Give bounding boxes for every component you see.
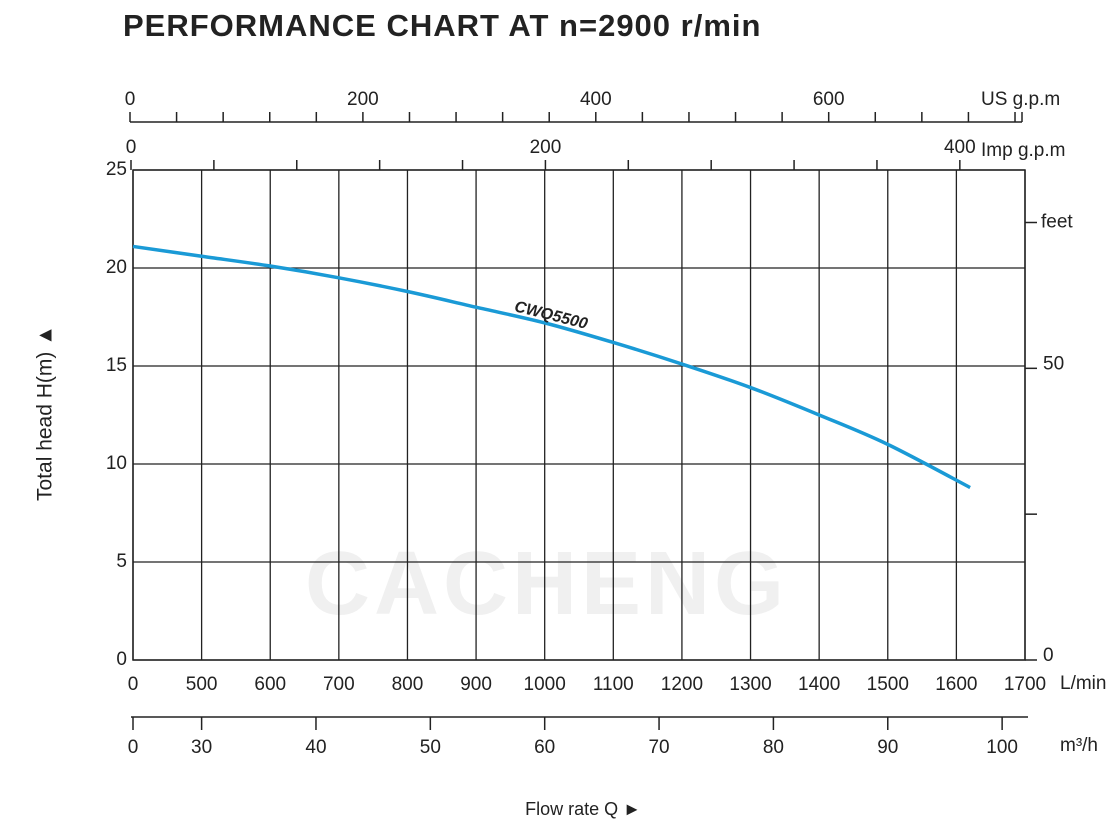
x-tick-label: 1500: [867, 674, 909, 695]
imp-unit: Imp g.p.m: [981, 140, 1065, 161]
x-tick-label: 500: [186, 674, 218, 695]
curve: [132, 244, 971, 490]
y2-tick-label: 0: [1043, 645, 1054, 666]
plot-frame: [132, 169, 1026, 661]
m3h-unit: m³/h: [1060, 735, 1098, 756]
y-tick-label: 0: [116, 649, 127, 670]
x-unit: L/min: [1060, 673, 1106, 694]
y-tick-label: 20: [106, 257, 127, 278]
us-tick-label: 400: [580, 89, 612, 110]
chart-title: PERFORMANCE CHART AT n=2900 r/min: [123, 8, 761, 43]
series-label: CWQ5500: [513, 298, 590, 333]
m3h-tick-label: 90: [877, 737, 898, 758]
x-tick-label: 700: [323, 674, 355, 695]
us-tick-label: 0: [125, 89, 136, 110]
x-tick-label: 1300: [729, 674, 771, 695]
m3h-tick-label: 80: [763, 737, 784, 758]
y-tick-label: 5: [116, 551, 127, 572]
us-tick-label: 600: [813, 89, 845, 110]
m3h-tick-label: 0: [128, 737, 139, 758]
us-unit: US g.p.m: [981, 89, 1060, 110]
m3h-tick-label: 40: [305, 737, 326, 758]
m3h-tick-label: 70: [648, 737, 669, 758]
x-tick-label: 1200: [661, 674, 703, 695]
y-tick-label: 10: [106, 453, 127, 474]
y2-tick-label: 50: [1043, 353, 1064, 374]
x-tick-label: 1400: [798, 674, 840, 695]
watermark: CACHENG: [305, 534, 788, 634]
x-tick-label: 1600: [935, 674, 977, 695]
imp-tick-label: 400: [944, 137, 976, 158]
x-tick-label: 1700: [1004, 674, 1046, 695]
m3h-tick-label: 30: [191, 737, 212, 758]
x-label: Flow rate Q ►: [525, 799, 641, 819]
imp-tick-label: 0: [126, 137, 137, 158]
m3h-tick-label: 60: [534, 737, 555, 758]
x-tick-label: 600: [254, 674, 286, 695]
x-tick-label: 0: [128, 674, 139, 695]
y-label: Total head H(m) ▲: [34, 325, 57, 501]
imp-tick-label: 200: [530, 137, 562, 158]
y-tick-label: 25: [106, 159, 127, 180]
m3h-tick-label: 100: [986, 737, 1018, 758]
x-tick-label: 1000: [524, 674, 566, 695]
y-tick-label: 15: [106, 355, 127, 376]
x-tick-label: 900: [460, 674, 492, 695]
us-tick-label: 200: [347, 89, 379, 110]
x-tick-label: 800: [392, 674, 424, 695]
m3h-tick-label: 50: [420, 737, 441, 758]
y2-label: feet: [1041, 212, 1073, 233]
x-tick-label: 1100: [593, 674, 634, 695]
